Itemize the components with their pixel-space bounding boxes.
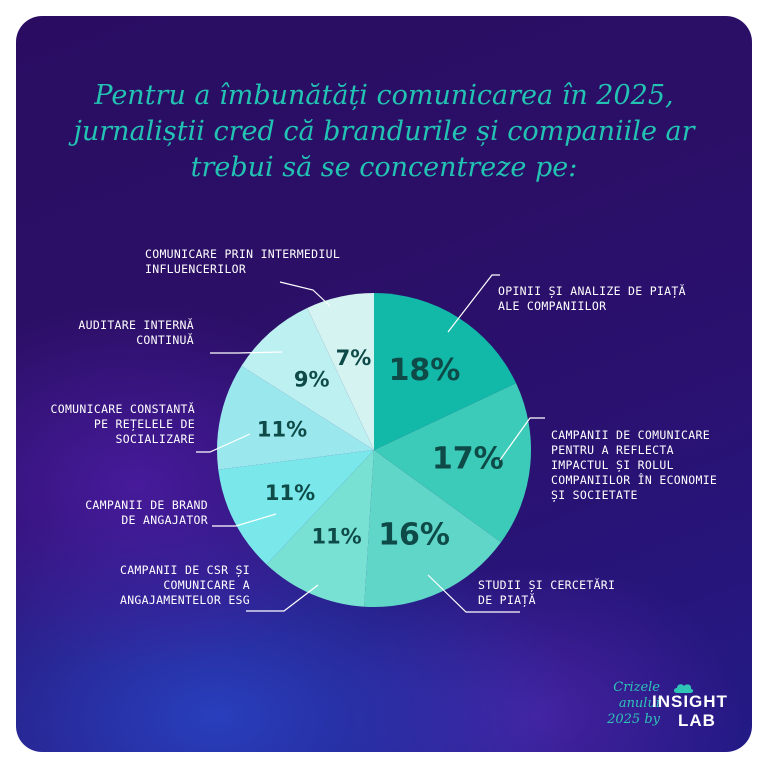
cloud-icon: [674, 684, 694, 693]
leader-line-2: [499, 417, 545, 461]
pie-percent-label-3: 16%: [378, 518, 450, 553]
leader-line-3: [427, 574, 520, 613]
brand-tagline: Crizele anului 2025 by: [607, 680, 660, 727]
pie-percent-label-5: 11%: [265, 481, 315, 505]
leader-line-4: [246, 584, 319, 612]
title-line-3: trebui să se concentreze pe:: [190, 152, 578, 183]
category-label-5: CAMPANII DE BRAND DE ANGAJATOR: [85, 498, 208, 527]
pie-slice-1: [374, 293, 517, 450]
pie-slices: [217, 293, 531, 607]
pie-percent-label-8: 7%: [336, 346, 372, 370]
infographic-card: Pentru a îmbunătăți comunicarea în 2025,…: [16, 16, 752, 752]
leader-line-5: [212, 513, 277, 527]
leader-lines: [196, 274, 545, 613]
leader-line-6: [196, 433, 251, 453]
chart-title: Pentru a îmbunătăți comunicarea în 2025,…: [46, 78, 722, 186]
pie-slice-7: [241, 307, 374, 450]
category-label-6: COMUNICARE CONSTANTĂ PE REȚELELE DE SOCI…: [50, 402, 195, 446]
pie-slice-5: [218, 450, 374, 565]
title-line-1: Pentru a îmbunătăți comunicarea în 2025,: [94, 80, 674, 111]
category-label-7: AUDITARE INTERNĂ CONTINUĂ: [78, 318, 194, 347]
pie-percent-label-4: 11%: [311, 524, 361, 548]
title-line-2: jurnaliștii cred că brandurile și compan…: [73, 116, 695, 147]
leader-line-7: [210, 351, 283, 354]
leader-line-1: [447, 274, 500, 333]
pie-slice-4: [266, 450, 374, 607]
insight-lab-logo: INSIGHT LAB: [652, 682, 730, 732]
pie-percent-label-2: 17%: [432, 441, 504, 476]
pie-slice-3: [364, 450, 502, 607]
logo-text-lab: LAB: [678, 711, 716, 730]
pie-percent-label-7: 9%: [294, 367, 330, 391]
pie-slice-2: [374, 383, 531, 543]
category-label-3: STUDII ȘI CERCETĂRI DE PIAȚĂ: [478, 578, 616, 607]
leader-line-8: [279, 281, 331, 307]
pie-percent-label-1: 18%: [389, 353, 461, 388]
category-label-2: CAMPANII DE COMUNICARE PENTRU A REFLECTA…: [551, 428, 718, 502]
category-label-4: CAMPANII DE CSR ȘI COMUNICARE A ANGAJAME…: [119, 563, 250, 607]
pie-slice-6: [217, 365, 374, 470]
category-label-1: OPINII ȘI ANALIZE DE PIAȚĂ ALE COMPANIIL…: [498, 284, 686, 313]
logo-text-insight: INSIGHT: [652, 692, 728, 711]
pie-slice-8: [307, 293, 374, 450]
category-label-8: COMUNICARE PRIN INTERMEDIUL INFLUENCERIL…: [145, 247, 341, 276]
pie-percent-labels: 18% 17% 16% 11% 11% 11% 9%7%: [257, 346, 504, 553]
pie-percent-label-6: 11%: [257, 417, 307, 441]
